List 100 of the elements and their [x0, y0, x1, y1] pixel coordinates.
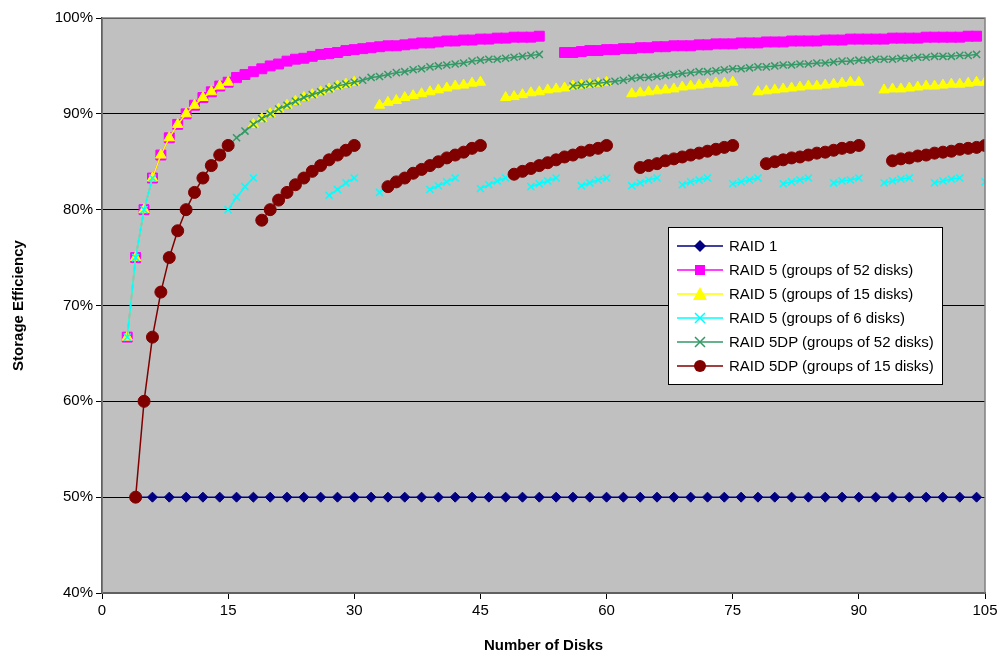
- point: [677, 180, 687, 190]
- legend-label: RAID 5DP (groups of 52 disks): [729, 333, 934, 350]
- legend-label: RAID 5DP (groups of 15 disks): [729, 357, 934, 374]
- point: [752, 491, 764, 503]
- x-tick-label: 90: [850, 601, 868, 619]
- point: [483, 491, 495, 503]
- legend-label: RAID 5 (groups of 15 disks): [729, 285, 914, 302]
- point: [685, 491, 697, 503]
- point: [955, 173, 965, 183]
- point: [577, 181, 586, 190]
- point: [920, 491, 932, 503]
- point: [601, 491, 613, 503]
- x-axis-title: Number of Disks: [483, 636, 604, 654]
- x-tick-label: 60: [598, 601, 615, 619]
- point: [434, 181, 443, 190]
- point: [745, 175, 754, 185]
- point: [735, 491, 747, 503]
- point: [442, 177, 452, 187]
- x-tick-label: 0: [97, 601, 107, 619]
- point: [315, 491, 327, 503]
- legend-label: RAID 5 (groups of 52 disks): [729, 261, 914, 278]
- point: [905, 173, 914, 183]
- point: [778, 179, 788, 189]
- point: [769, 491, 781, 503]
- point: [593, 175, 603, 185]
- point: [787, 177, 796, 187]
- y-axis-title: Storage Efficiency: [9, 239, 27, 371]
- point: [753, 173, 763, 183]
- point: [853, 491, 865, 503]
- point: [651, 491, 663, 503]
- point: [492, 176, 502, 186]
- x-tick-label: 105: [972, 601, 998, 619]
- point: [466, 491, 478, 503]
- point: [888, 176, 897, 186]
- point: [416, 491, 428, 503]
- x-tick-label: 75: [724, 601, 742, 619]
- point: [476, 184, 485, 193]
- point: [331, 491, 343, 503]
- point: [694, 175, 704, 185]
- point: [635, 178, 645, 188]
- point: [879, 178, 889, 188]
- y-tick-label: 60%: [62, 391, 93, 409]
- point: [223, 205, 233, 214]
- point: [163, 491, 175, 503]
- point: [432, 491, 444, 503]
- point: [634, 491, 646, 503]
- point: [701, 491, 713, 503]
- y-tick-label: 40%: [62, 583, 93, 601]
- y-tick-label: 80%: [62, 199, 93, 217]
- point: [533, 491, 545, 503]
- point: [382, 491, 394, 503]
- point: [231, 491, 243, 503]
- point: [854, 173, 864, 183]
- point: [197, 491, 209, 503]
- point: [668, 491, 680, 503]
- point: [543, 176, 552, 186]
- point: [937, 491, 949, 503]
- legend-label: RAID 5 (groups of 6 disks): [729, 309, 905, 326]
- point: [249, 173, 258, 183]
- point: [180, 491, 192, 503]
- y-tick-label: 90%: [62, 103, 93, 121]
- point: [298, 491, 310, 503]
- y-tick-label: 100%: [54, 8, 93, 26]
- point: [938, 176, 948, 186]
- point: [786, 491, 798, 503]
- point: [728, 179, 737, 189]
- point: [146, 491, 158, 503]
- point: [232, 192, 241, 202]
- point: [802, 491, 814, 503]
- legend-label: RAID 1: [729, 237, 778, 254]
- point: [350, 173, 359, 183]
- point: [281, 491, 293, 503]
- point: [804, 173, 813, 183]
- point: [602, 173, 611, 183]
- point: [887, 491, 898, 503]
- point: [703, 173, 712, 183]
- point: [501, 173, 510, 183]
- point: [516, 491, 528, 503]
- point: [247, 491, 259, 503]
- point: [930, 178, 939, 188]
- point: [846, 175, 855, 185]
- point: [341, 178, 351, 188]
- point: [240, 182, 250, 191]
- point: [348, 491, 360, 503]
- point: [449, 491, 461, 503]
- point: [567, 491, 579, 503]
- point: [551, 173, 561, 183]
- point: [896, 174, 906, 184]
- point: [585, 178, 595, 188]
- point: [333, 185, 342, 194]
- y-tick-label: 70%: [62, 295, 93, 313]
- point: [450, 173, 460, 183]
- point: [535, 179, 544, 189]
- point: [425, 185, 435, 194]
- point: [837, 176, 847, 186]
- point: [365, 491, 377, 503]
- x-tick-label: 15: [219, 601, 237, 619]
- point: [836, 491, 848, 503]
- point: [718, 491, 730, 503]
- point: [550, 491, 562, 503]
